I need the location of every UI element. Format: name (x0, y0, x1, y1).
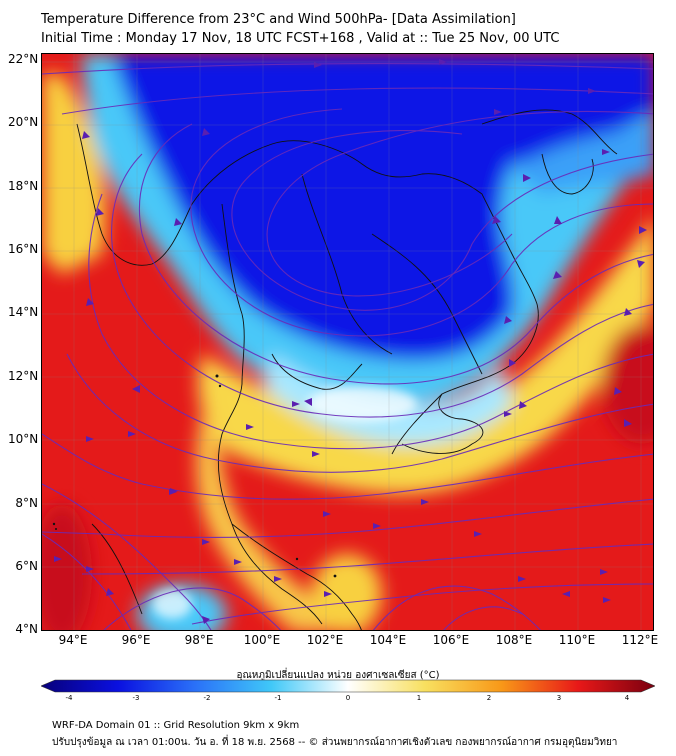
lat-label: 14°N (8, 305, 39, 319)
lon-label: 96°E (121, 633, 151, 647)
lon-label: 112°E (621, 633, 659, 647)
colorbar-tick: -2 (203, 694, 211, 702)
temperature-wind-map (42, 54, 653, 630)
lat-label: 18°N (8, 179, 39, 193)
colorbar-tick: 3 (556, 694, 562, 702)
temperature-shading (42, 54, 653, 630)
lon-label: 108°E (495, 633, 533, 647)
island-marks (52, 374, 337, 578)
lat-label: 6°N (15, 559, 38, 573)
footer-update-info: ปรับปรุงข้อมูล ณ เวลา 01:00น. วัน อ. ที่… (52, 737, 618, 748)
lon-label: 102°E (306, 633, 344, 647)
lat-label: 22°N (8, 52, 39, 66)
chart-title: Temperature Difference from 23°C and Win… (41, 12, 516, 27)
lat-label: 16°N (8, 242, 39, 256)
colorbar-tick: 1 (416, 694, 422, 702)
country-borders (76, 109, 618, 630)
footer-model-info: WRF-DA Domain 01 :: Grid Resolution 9km … (52, 720, 300, 731)
colorbar-tick: -3 (132, 694, 140, 702)
colorbar (41, 679, 655, 693)
colorbar-tick: -1 (274, 694, 282, 702)
lon-label: 104°E (369, 633, 407, 647)
lat-label: 4°N (15, 622, 38, 636)
colorbar-tick: 0 (345, 694, 351, 702)
chart-subtitle: Initial Time : Monday 17 Nov, 18 UTC FCS… (41, 31, 560, 46)
lat-label: 10°N (8, 432, 39, 446)
colorbar-tick: 4 (624, 694, 630, 702)
bright-spots (152, 386, 417, 619)
lon-label: 98°E (184, 633, 214, 647)
colorbar-title: อุณหภูมิเปลี่ยนแปลง หน่วย องศาเซลเซียส (… (236, 670, 440, 681)
colorbar-tick: -4 (65, 694, 73, 702)
colorbar-gradient (41, 679, 655, 693)
streamline-arrows (54, 59, 647, 624)
map-panel[interactable] (41, 53, 654, 631)
lon-label: 100°E (243, 633, 281, 647)
lat-label: 12°N (8, 369, 39, 383)
wind-streamlines (42, 63, 653, 630)
lat-label: 8°N (15, 496, 38, 510)
lon-label: 110°E (558, 633, 596, 647)
lon-label: 106°E (432, 633, 470, 647)
colorbar-tick: 2 (486, 694, 492, 702)
lon-label: 94°E (58, 633, 88, 647)
lat-label: 20°N (8, 115, 39, 129)
